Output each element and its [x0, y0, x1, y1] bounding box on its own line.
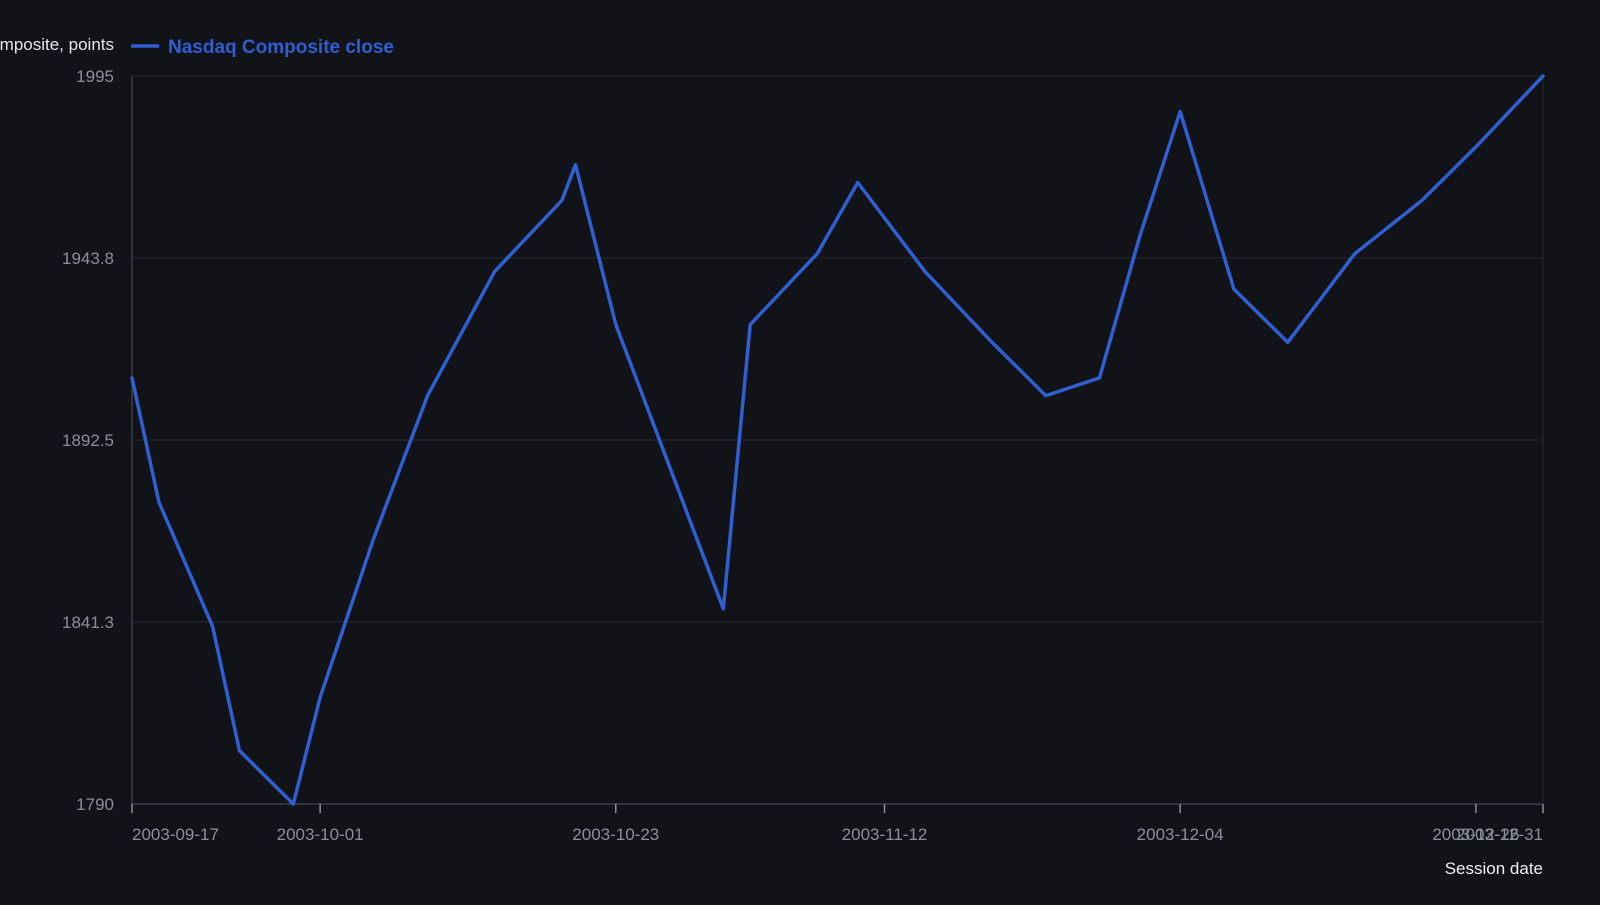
data-point	[574, 163, 577, 167]
y-axis-label: Nasdaq Composite, points	[0, 35, 114, 54]
data-point	[493, 269, 497, 273]
data-point	[211, 624, 215, 628]
series-line	[130, 74, 1545, 806]
data-point	[560, 198, 564, 202]
data-point	[1044, 394, 1048, 398]
data-point	[614, 323, 618, 327]
x-axis-label: Session date	[1445, 859, 1543, 878]
legend-label: Nasdaq Composite close	[168, 37, 394, 58]
x-tick-label: 2003-09-17	[132, 825, 219, 844]
data-point	[1474, 145, 1478, 149]
data-point	[990, 340, 994, 344]
y-tick-label: 1995	[76, 67, 114, 86]
data-point	[1178, 110, 1182, 113]
x-tick-label: 2003-10-01	[277, 825, 364, 844]
data-point	[1286, 340, 1290, 344]
data-point	[1138, 234, 1142, 238]
data-point	[157, 500, 161, 504]
data-point	[1541, 74, 1545, 78]
axis-layer: 1790 1841.3 1892.5 1943.8 1995 2003-09-17 2003…	[62, 67, 1544, 844]
y-tick-label: 1841.3	[62, 613, 114, 632]
data-point	[1098, 376, 1101, 380]
data-point	[856, 181, 860, 184]
data-point	[1232, 287, 1236, 291]
data-point	[923, 269, 927, 273]
grid-layer	[132, 75, 1544, 804]
data-point	[1353, 252, 1357, 256]
data-point	[318, 696, 322, 699]
x-tick-label: 2003-12-04	[1137, 825, 1224, 844]
data-point	[238, 749, 241, 753]
data-point	[426, 394, 430, 398]
data-point	[130, 376, 134, 380]
y-tick-label: 1943.8	[62, 249, 114, 268]
x-tick-label: 2003-11-12	[842, 825, 928, 844]
x-tick-label: 2003-10-23	[572, 825, 659, 844]
data-point	[815, 252, 819, 256]
data-point	[721, 607, 725, 611]
data-point	[748, 323, 752, 327]
legend: Nasdaq Composite close	[131, 37, 394, 58]
data-point	[372, 536, 376, 540]
y-tick-label: 1790	[76, 795, 114, 814]
data-point	[1420, 198, 1424, 202]
series-layer	[130, 74, 1545, 806]
y-tick-label: 1892.5	[62, 431, 114, 450]
x-tick-label: 2003-12-31	[1456, 825, 1543, 844]
x-tick-label: 2003-12-26	[1432, 825, 1519, 844]
data-point	[291, 802, 295, 806]
